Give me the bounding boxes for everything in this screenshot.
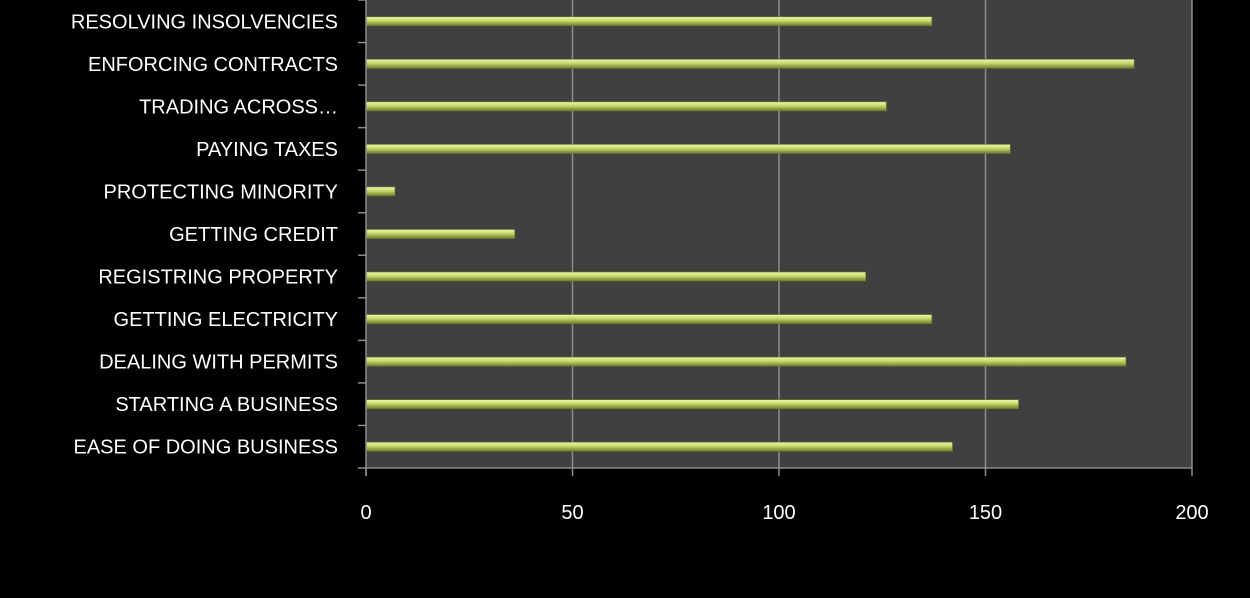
category-labels: EASE OF DOING BUSINESS STARTING A BUSINES… [71, 11, 338, 458]
bars [365, 16, 1135, 452]
category-label: DEALING WITH PERMITS [99, 352, 338, 374]
category-label: TRADING ACROSS… [139, 96, 338, 118]
x-tick-label: 0 [360, 502, 371, 524]
x-tick-labels: 0 50 100 150 200 [360, 502, 1208, 524]
bar [365, 59, 1135, 69]
category-label: GETTING CREDIT [169, 224, 338, 246]
category-label: EASE OF DOING BUSINESS [73, 437, 338, 459]
x-tick-label: 150 [969, 502, 1002, 524]
x-tick-label: 100 [762, 502, 795, 524]
category-label: PAYING TAXES [196, 139, 338, 161]
bar [365, 16, 933, 27]
category-label: GETTING ELECTRICITY [114, 309, 338, 331]
category-label: STARTING A BUSINESS [115, 394, 338, 416]
bar [365, 144, 1011, 154]
category-label: REGISTRING PROPERTY [98, 267, 338, 289]
bar [365, 356, 1127, 367]
bar [365, 229, 515, 239]
bar [365, 314, 933, 324]
x-tick-label: 50 [561, 502, 583, 524]
bar [365, 101, 887, 112]
bar [365, 441, 953, 452]
category-label: RESOLVING INSOLVENCIES [71, 11, 338, 33]
category-label: ENFORCING CONTRACTS [88, 54, 338, 76]
bar [365, 271, 867, 282]
bar [365, 399, 1019, 409]
x-tick-label: 200 [1175, 502, 1208, 524]
gridlines [571, 0, 1193, 468]
category-label: PROTECTING MINORITY [104, 181, 338, 203]
axes [358, 0, 1193, 476]
bar [365, 186, 396, 197]
